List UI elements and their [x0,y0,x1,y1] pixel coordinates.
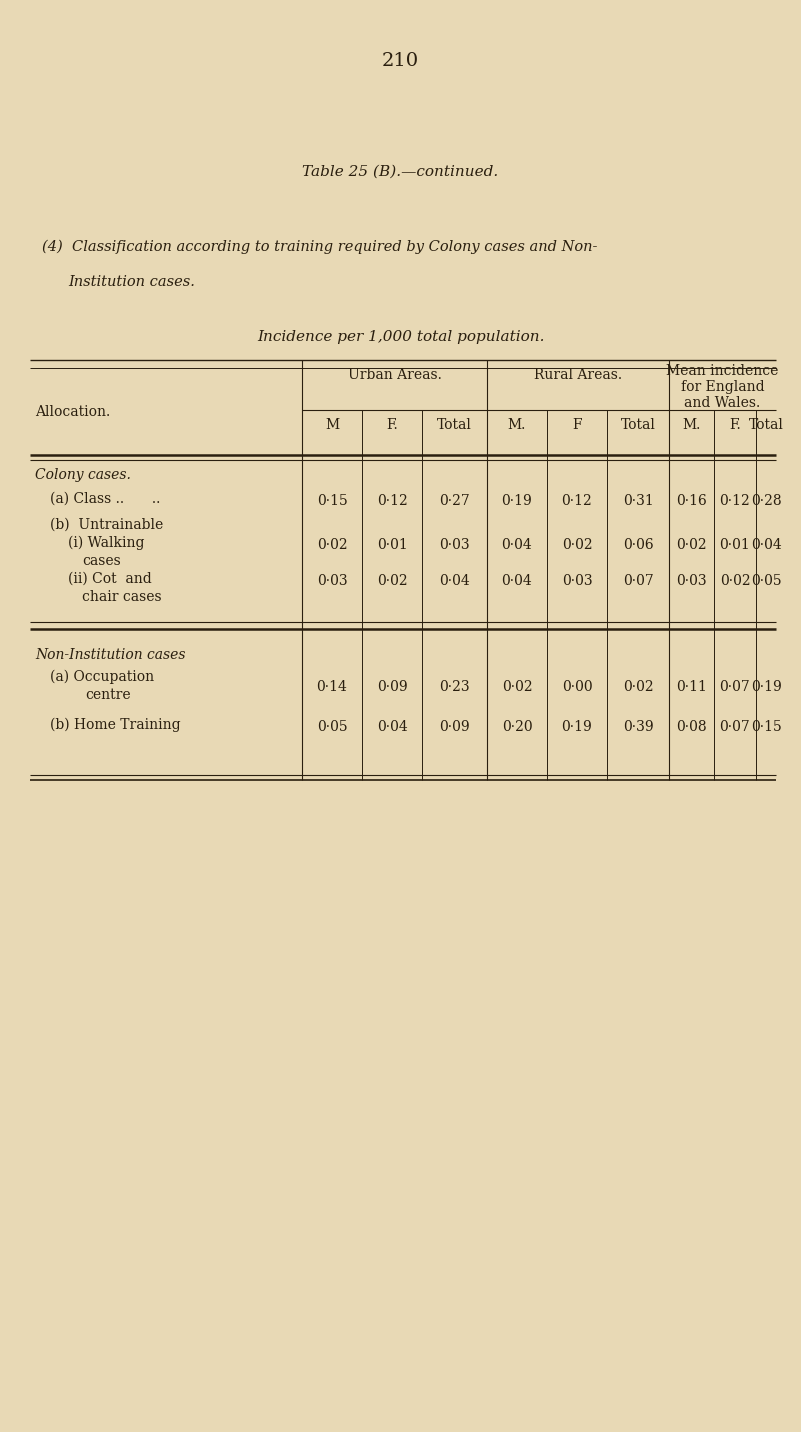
Text: 0·03: 0·03 [562,574,592,589]
Text: 0·16: 0·16 [676,494,706,508]
Text: Institution cases.: Institution cases. [68,275,195,289]
Text: Rural Areas.: Rural Areas. [534,368,622,382]
Text: (b) Home Training: (b) Home Training [50,717,180,732]
Text: 0·01: 0·01 [719,538,751,551]
Text: 0·19: 0·19 [501,494,533,508]
Text: 0·09: 0·09 [376,680,408,695]
Text: 0·39: 0·39 [622,720,654,735]
Text: 0·14: 0·14 [316,680,348,695]
Text: for England: for England [681,379,764,394]
Text: 0·12: 0·12 [562,494,593,508]
Text: F.: F. [729,418,741,432]
Text: 0·09: 0·09 [439,720,470,735]
Text: 0·03: 0·03 [676,574,706,589]
Text: chair cases: chair cases [82,590,162,604]
Text: 0·12: 0·12 [376,494,408,508]
Text: 0·03: 0·03 [316,574,348,589]
Text: F: F [572,418,582,432]
Text: 0·15: 0·15 [316,494,348,508]
Text: 0·02: 0·02 [501,680,533,695]
Text: Allocation.: Allocation. [35,405,111,420]
Text: Mean incidence: Mean incidence [666,364,779,378]
Text: 0·20: 0·20 [501,720,533,735]
Text: 0·03: 0·03 [439,538,470,551]
Text: 0·04: 0·04 [439,574,470,589]
Text: Colony cases.: Colony cases. [35,468,131,483]
Text: M.: M. [682,418,701,432]
Text: 0·01: 0·01 [376,538,408,551]
Text: 0·02: 0·02 [622,680,654,695]
Text: 0·19: 0·19 [562,720,593,735]
Text: 0·04: 0·04 [501,538,533,551]
Text: 0·04: 0·04 [376,720,408,735]
Text: Table 25 (B).—continued.: Table 25 (B).—continued. [302,165,499,179]
Text: 0·02: 0·02 [676,538,706,551]
Text: and Wales.: and Wales. [684,397,761,410]
Text: 0·00: 0·00 [562,680,592,695]
Text: Total: Total [621,418,655,432]
Text: 0·07: 0·07 [622,574,654,589]
Text: 0·05: 0·05 [751,574,781,589]
Text: (a) Occupation: (a) Occupation [50,670,154,684]
Text: 0·27: 0·27 [439,494,470,508]
Text: 0·05: 0·05 [316,720,348,735]
Text: 0·28: 0·28 [751,494,781,508]
Text: 0·04: 0·04 [751,538,781,551]
Text: 0·08: 0·08 [676,720,706,735]
Text: 0·07: 0·07 [719,680,751,695]
Text: 0·02: 0·02 [316,538,348,551]
Text: (4)  Classification according to training required by Colony cases and Non-: (4) Classification according to training… [42,241,598,255]
Text: 0·02: 0·02 [562,538,592,551]
Text: F.: F. [386,418,398,432]
Text: 0·04: 0·04 [501,574,533,589]
Text: 210: 210 [382,52,419,70]
Text: Total: Total [437,418,472,432]
Text: (a) Class ..  ..: (a) Class .. .. [50,493,160,505]
Text: 0·02: 0·02 [719,574,751,589]
Text: centre: centre [85,687,131,702]
Text: M.: M. [508,418,526,432]
Text: 0·06: 0·06 [622,538,654,551]
Text: 0·07: 0·07 [719,720,751,735]
Text: 0·12: 0·12 [719,494,751,508]
Text: 0·02: 0·02 [376,574,408,589]
Text: Incidence per 1,000 total population.: Incidence per 1,000 total population. [257,329,544,344]
Text: 0·31: 0·31 [622,494,654,508]
Text: M: M [325,418,339,432]
Text: 0·11: 0·11 [676,680,707,695]
Text: Non-Institution cases: Non-Institution cases [35,649,186,662]
Text: 0·23: 0·23 [439,680,470,695]
Text: 0·15: 0·15 [751,720,781,735]
Text: 0·19: 0·19 [751,680,781,695]
Text: (b)  Untrainable: (b) Untrainable [50,518,163,533]
Text: Urban Areas.: Urban Areas. [348,368,441,382]
Text: Total: Total [749,418,783,432]
Text: cases: cases [82,554,121,569]
Text: (i) Walking: (i) Walking [68,536,144,550]
Text: (ii) Cot  and: (ii) Cot and [68,571,151,586]
